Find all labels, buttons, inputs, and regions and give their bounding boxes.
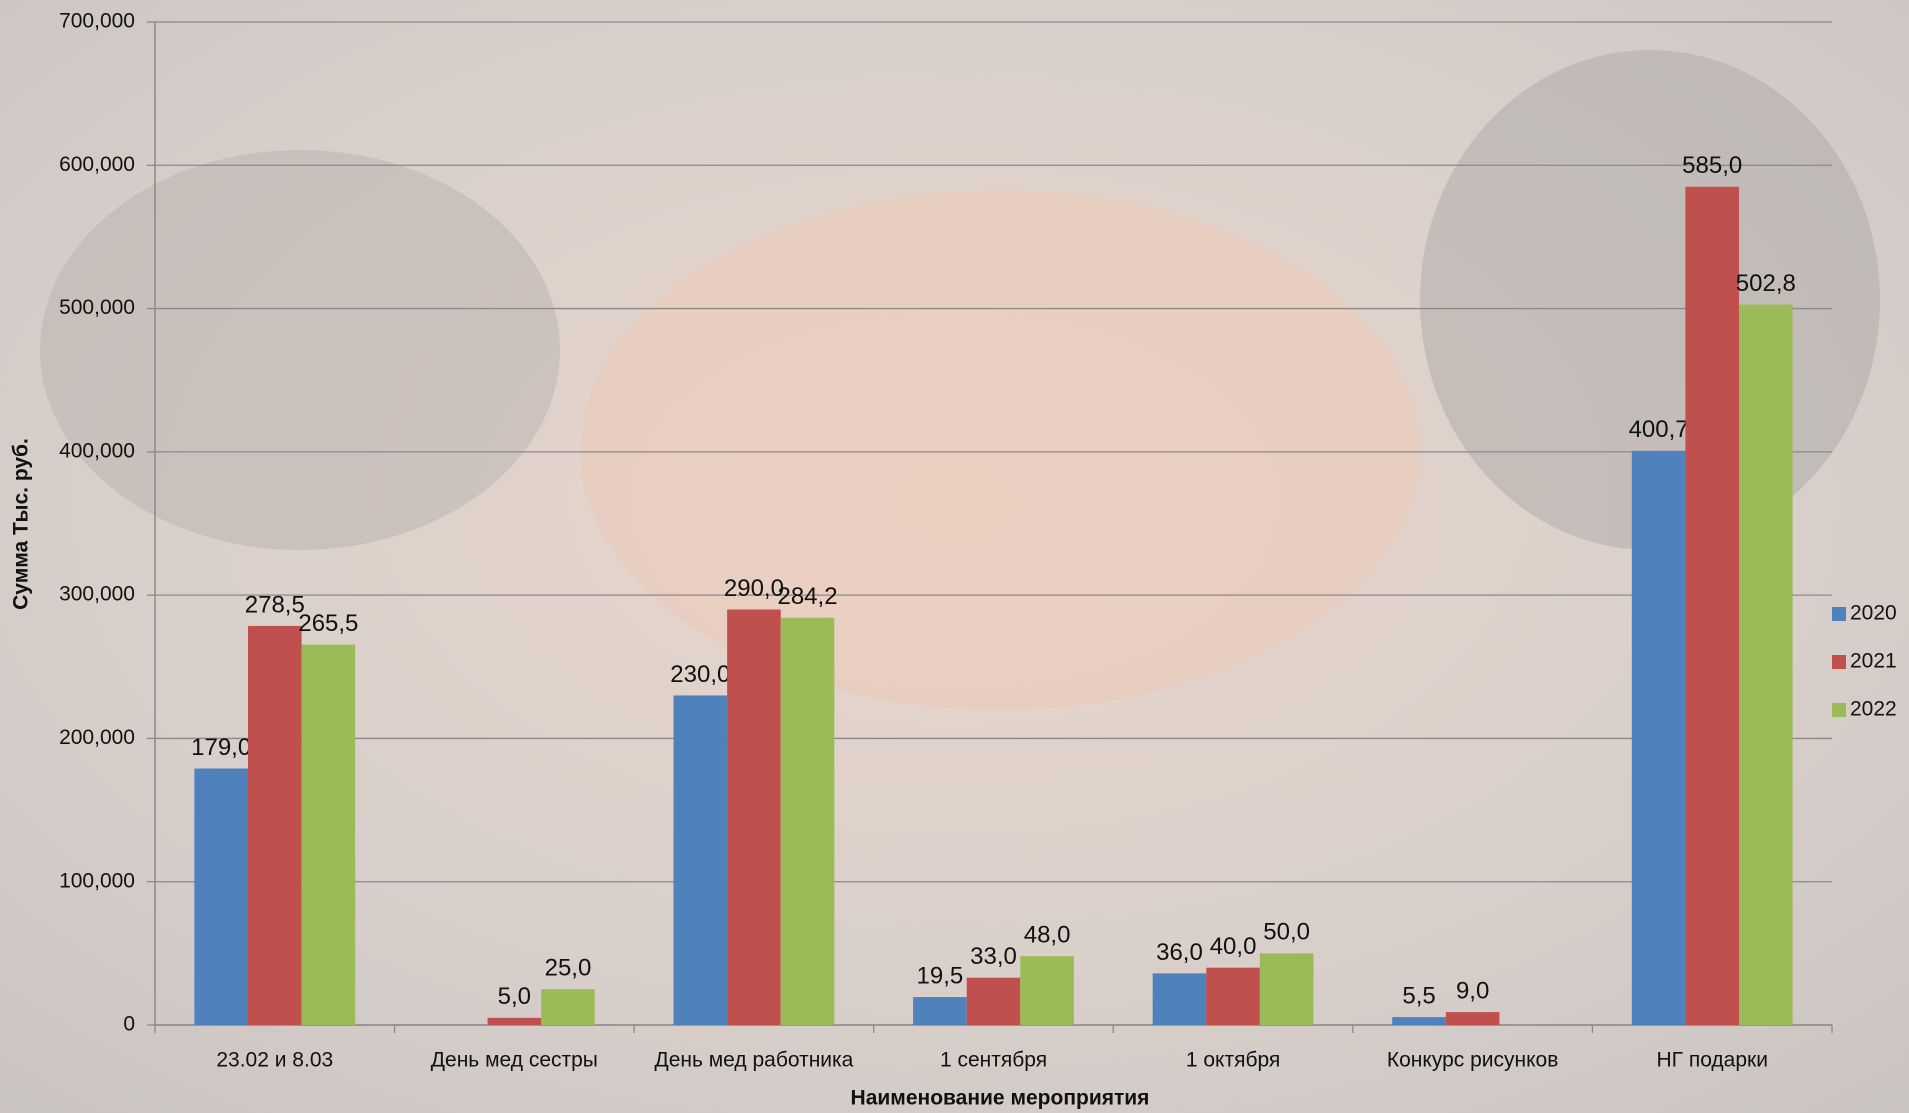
x-tick-label: 1 октября <box>1186 1049 1280 1072</box>
y-tick-label: 700,000 <box>59 10 135 33</box>
y-tick-label: 600,000 <box>59 153 135 176</box>
bar <box>1152 973 1207 1025</box>
value-label: 230,0 <box>670 661 730 688</box>
bar <box>301 644 356 1025</box>
bar <box>487 1017 542 1025</box>
bar <box>913 997 967 1025</box>
value-label: 278,5 <box>245 591 305 618</box>
x-tick-label: 1 сентября <box>940 1049 1047 1072</box>
y-tick-label: 300,000 <box>59 583 135 606</box>
value-label: 33,0 <box>970 943 1017 970</box>
bar <box>1631 450 1686 1026</box>
value-label: 179,0 <box>191 734 251 761</box>
bar <box>247 625 302 1025</box>
photo-shape <box>40 150 560 550</box>
value-label: 19,5 <box>917 962 964 989</box>
x-tick-label: 23.02 и 8.03 <box>216 1049 333 1072</box>
bar <box>1445 1012 1500 1025</box>
legend-label: 2020 <box>1850 602 1897 625</box>
x-tick-label: День мед сестры <box>431 1049 598 1072</box>
value-label: 5,0 <box>498 983 531 1010</box>
x-tick-label: Конкурс рисунков <box>1387 1049 1558 1072</box>
value-label: 502,8 <box>1736 270 1796 297</box>
value-label: 36,0 <box>1156 939 1203 966</box>
y-tick-label: 0 <box>123 1013 135 1036</box>
bar <box>1739 304 1793 1025</box>
bar <box>1685 186 1740 1025</box>
value-label: 48,0 <box>1024 922 1071 949</box>
bar <box>780 617 835 1025</box>
bar <box>1020 956 1074 1025</box>
y-tick-label: 400,000 <box>59 439 135 462</box>
value-label: 400,7 <box>1629 416 1689 443</box>
y-axis-title: Сумма Тыс. руб. <box>10 438 33 610</box>
value-label: 5,5 <box>1402 982 1435 1009</box>
legend-label: 2022 <box>1850 698 1897 721</box>
bar <box>541 989 595 1025</box>
value-label: 9,0 <box>1456 977 1489 1004</box>
y-tick-label: 200,000 <box>59 726 135 749</box>
x-axis-title: Наименование мероприятия <box>851 1087 1150 1110</box>
bar <box>1206 967 1260 1025</box>
bar <box>1392 1017 1446 1025</box>
legend-swatch <box>1832 703 1846 717</box>
bar <box>673 695 728 1025</box>
photo-shape <box>580 190 1420 710</box>
bar <box>1259 953 1314 1025</box>
bar <box>194 768 248 1025</box>
value-label: 585,0 <box>1682 152 1742 179</box>
value-label: 290,0 <box>724 575 784 602</box>
legend-swatch <box>1832 655 1846 669</box>
x-tick-label: НГ подарки <box>1656 1049 1768 1072</box>
bar <box>727 609 781 1025</box>
value-label: 40,0 <box>1210 933 1257 960</box>
legend-swatch <box>1832 607 1846 621</box>
value-label: 284,2 <box>777 583 837 610</box>
value-label: 25,0 <box>545 955 592 982</box>
y-tick-label: 500,000 <box>59 296 135 319</box>
value-label: 50,0 <box>1263 919 1310 946</box>
x-tick-label: День мед работника <box>654 1049 853 1072</box>
value-label: 265,5 <box>298 610 358 637</box>
legend-label: 2021 <box>1850 650 1897 673</box>
bar <box>966 977 1021 1025</box>
y-tick-label: 100,000 <box>59 869 135 892</box>
